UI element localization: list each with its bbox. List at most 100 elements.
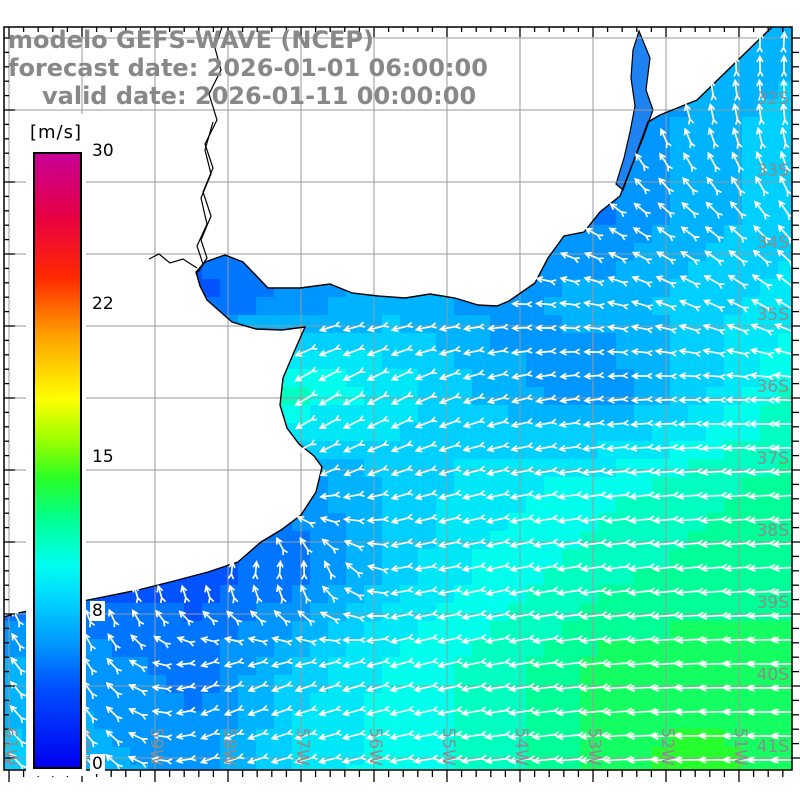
wind-arrow: [727, 274, 749, 290]
wind-arrow: [632, 227, 652, 241]
wind-arrow: [390, 440, 414, 453]
wind-arrow: [630, 395, 653, 404]
wind-arrow: [772, 396, 792, 404]
wind-arrow: [678, 323, 702, 335]
wind-arrow: [606, 324, 629, 333]
wind-arrow: [707, 102, 718, 125]
wind-arrow: [487, 323, 509, 332]
wind-arrow: [341, 705, 366, 717]
wind-arrow: [412, 754, 439, 765]
wind-arrow: [535, 275, 557, 286]
wind-arrow: [654, 323, 678, 335]
wind-arrow: [128, 707, 148, 720]
wind-arrow: [461, 538, 487, 549]
longitude-label: 55W: [438, 728, 458, 767]
wind-arrow: [486, 441, 510, 453]
wind-arrow: [317, 729, 342, 741]
wind-arrow: [323, 560, 336, 580]
wind-arrow: [151, 708, 173, 717]
wind-arrow: [342, 415, 366, 429]
wind-arrow: [437, 513, 462, 525]
wind-arrow: [390, 513, 414, 525]
wind-arrow: [584, 227, 604, 241]
wind-arrow: [532, 634, 560, 645]
wind-arrow: [365, 612, 390, 620]
latitude-label: 34S: [757, 233, 789, 253]
wind-arrow: [223, 657, 245, 669]
wind-arrow: [582, 299, 605, 310]
wind-arrow: [511, 347, 533, 356]
wind-arrow: [508, 610, 535, 621]
wind-arrow: [703, 250, 724, 266]
wind-arrow: [558, 324, 581, 332]
wind-arrow: [779, 150, 792, 174]
wind-arrow: [706, 176, 722, 196]
wind-arrow: [678, 299, 701, 312]
wind-arrow: [681, 201, 699, 219]
wind-arrow: [780, 78, 788, 102]
wind-arrow: [556, 538, 583, 549]
wind-arrow: [485, 490, 510, 501]
wind-arrow: [634, 177, 651, 195]
wind-arrow: [223, 680, 244, 693]
wind-arrow: [460, 730, 487, 741]
wind-arrow: [606, 299, 629, 310]
wind-arrow: [437, 586, 463, 597]
wind-arrow: [342, 367, 366, 382]
wind-arrow: [318, 366, 342, 382]
wind-arrow: [680, 226, 700, 242]
longitude-label: 59W: [146, 728, 166, 767]
wind-arrow: [438, 392, 462, 405]
wind-arrow: [318, 390, 342, 406]
wind-arrow: [774, 323, 792, 333]
wind-arrow: [437, 538, 462, 549]
wind-arrow: [341, 753, 367, 765]
wind-arrow: [559, 348, 581, 356]
wind-arrow: [249, 610, 267, 626]
wind-arrow: [247, 635, 269, 646]
wind-arrow: [366, 489, 390, 501]
wind-arrow: [414, 538, 438, 549]
wind-arrow: [732, 78, 741, 101]
colorbar-gradient: [33, 152, 82, 769]
wind-arrow: [532, 562, 559, 573]
wind-arrow: [204, 584, 215, 604]
wind-arrow: [659, 127, 672, 148]
wind-arrow: [128, 659, 148, 673]
wind-arrow: [413, 633, 439, 645]
wind-arrow: [606, 348, 629, 356]
wind-arrow: [628, 491, 655, 501]
latitude-label: 40S: [757, 665, 789, 685]
wind-arrow: [389, 657, 415, 669]
wind-arrow: [484, 730, 512, 741]
wind-arrow: [390, 562, 414, 573]
wind-arrow: [106, 657, 122, 675]
wind-arrow: [321, 585, 339, 603]
wind-arrow: [535, 347, 557, 356]
wind-arrow: [390, 367, 414, 381]
colorbar-tick-label: 8: [90, 601, 105, 621]
wind-arrow: [413, 681, 439, 693]
wind-arrow: [556, 634, 584, 645]
wind-arrow: [271, 635, 293, 647]
wind-arrow: [771, 612, 792, 620]
wind-arrow: [294, 657, 318, 669]
wind-arrow: [583, 371, 605, 380]
wind-arrow: [559, 275, 581, 287]
wind-arrow: [319, 515, 341, 527]
colorbar-tick-label: 30: [90, 141, 116, 161]
wind-arrow: [653, 443, 679, 452]
wind-arrow: [607, 372, 629, 380]
wind-arrow: [294, 705, 318, 717]
wind-arrow: [678, 347, 702, 358]
wind-arrow: [151, 756, 173, 765]
longitude-label: 56W: [365, 728, 385, 767]
longitude-label: 54W: [511, 728, 531, 767]
wind-arrow: [366, 440, 390, 453]
wind-arrow: [654, 372, 677, 380]
wind-arrow: [779, 175, 792, 197]
wind-arrow: [438, 489, 462, 501]
wind-arrow: [750, 299, 773, 313]
wind-arrow: [509, 562, 535, 573]
wind-arrow: [10, 656, 26, 676]
